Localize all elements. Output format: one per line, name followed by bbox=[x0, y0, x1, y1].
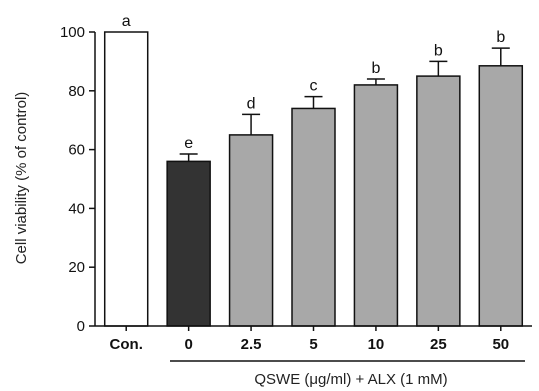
bars: a e d c b b b bbox=[103, 13, 524, 327]
bar bbox=[103, 31, 149, 327]
bar bbox=[353, 84, 399, 327]
bar bbox=[228, 134, 274, 327]
x-axis-label: QSWE (μg/ml) + ALX (1 mM) bbox=[254, 371, 447, 388]
x-tick-label: 10 bbox=[368, 336, 385, 353]
significance-label: d bbox=[247, 95, 256, 112]
y-tick-label: 0 bbox=[77, 318, 85, 335]
y-tick-label: 80 bbox=[68, 83, 85, 100]
y-tick-label: 60 bbox=[68, 142, 85, 159]
x-axis: Con. 0 2.5 5 10 25 50 bbox=[95, 325, 532, 353]
y-tick-label: 100 bbox=[60, 24, 85, 41]
significance-label: b bbox=[496, 29, 505, 46]
significance-label: b bbox=[434, 42, 443, 59]
y-axis: 0 20 40 60 80 100 bbox=[60, 24, 96, 335]
bar bbox=[291, 107, 336, 327]
x-tick-label: 25 bbox=[430, 336, 447, 353]
bar bbox=[166, 160, 211, 327]
y-tick-label: 20 bbox=[68, 259, 85, 276]
x-tick-label: Con. bbox=[110, 336, 143, 353]
y-tick-label: 40 bbox=[68, 200, 85, 217]
significance-label: a bbox=[122, 13, 131, 30]
significance-label: e bbox=[184, 135, 193, 152]
x-tick-label: 5 bbox=[309, 336, 317, 353]
x-tick-label: 0 bbox=[184, 336, 192, 353]
bar bbox=[478, 65, 524, 327]
y-axis-label: Cell viability (% of control) bbox=[13, 92, 30, 265]
x-tick-label: 2.5 bbox=[241, 336, 262, 353]
significance-label: c bbox=[310, 78, 318, 95]
x-tick-label: 50 bbox=[492, 336, 509, 353]
significance-label: b bbox=[371, 60, 380, 77]
bar bbox=[416, 75, 461, 327]
